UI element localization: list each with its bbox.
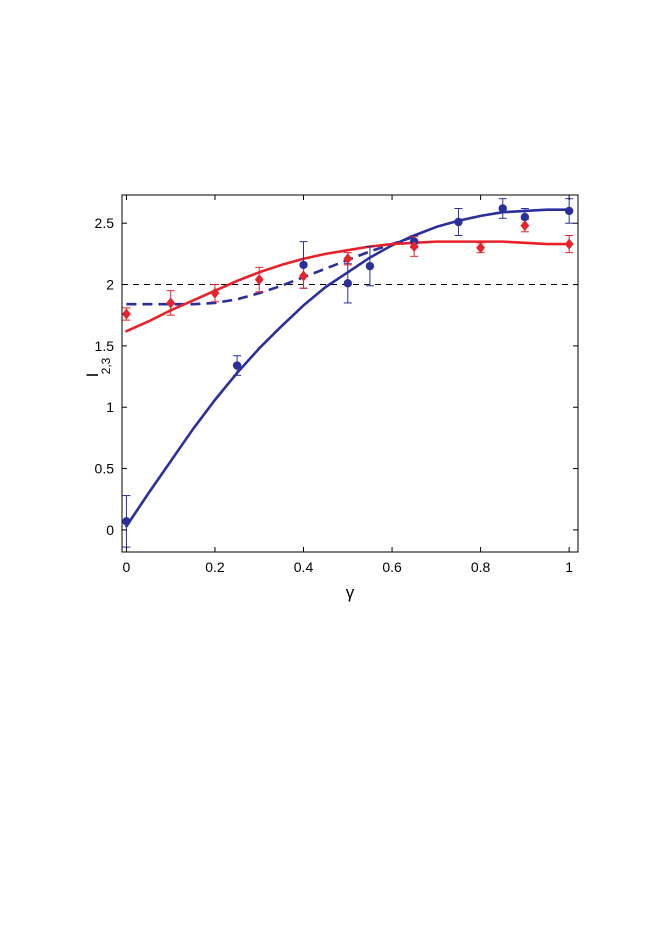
series-line-4-solid	[125, 240, 571, 333]
y-tick-label: 2.5	[95, 215, 115, 231]
x-tick-label: 0.2	[205, 559, 225, 575]
data-point-circle	[299, 260, 308, 270]
data-point-diamond	[122, 308, 131, 320]
data-point-circle	[564, 206, 574, 216]
y-tick-label: 0.5	[95, 461, 115, 477]
data-point-diamond	[409, 241, 419, 253]
data-point-diamond	[166, 297, 176, 309]
svg-text:I: I	[83, 373, 102, 378]
y-tick-label: 1.5	[95, 338, 115, 354]
data-point-diamond	[564, 238, 574, 250]
data-point-diamond	[520, 220, 530, 232]
x-tick-label: 0	[123, 559, 131, 575]
x-tick-label: 0.6	[382, 559, 402, 575]
data-point-circle	[232, 361, 242, 370]
plot-area	[122, 195, 578, 552]
data-point-circle	[454, 217, 463, 227]
x-tick-label: 1	[565, 559, 573, 575]
data-point-diamond	[476, 242, 486, 254]
svg-text:2,3: 2,3	[99, 357, 113, 374]
data-point-diamond	[343, 253, 353, 265]
series-line-3-dashed	[126, 235, 415, 306]
data-point-diamond	[210, 287, 220, 299]
plot-frame	[121, 194, 579, 553]
data-point-circle	[122, 517, 131, 526]
x-tick-label: 0.4	[294, 559, 314, 575]
data-point-circle	[365, 261, 375, 271]
y-tick-label: 1	[106, 399, 114, 415]
data-point-diamond	[299, 270, 308, 282]
x-tick-label: 0.8	[471, 559, 491, 575]
data-point-circle	[343, 279, 352, 288]
y-tick-label: 2	[106, 277, 114, 293]
data-point-diamond	[254, 274, 264, 286]
y-axis-label: I 2,3	[83, 357, 113, 377]
y-tick-label: 0	[106, 522, 114, 538]
x-axis-label: γ	[346, 583, 355, 602]
data-point-circle	[520, 212, 530, 222]
data-point-circle	[498, 204, 507, 213]
